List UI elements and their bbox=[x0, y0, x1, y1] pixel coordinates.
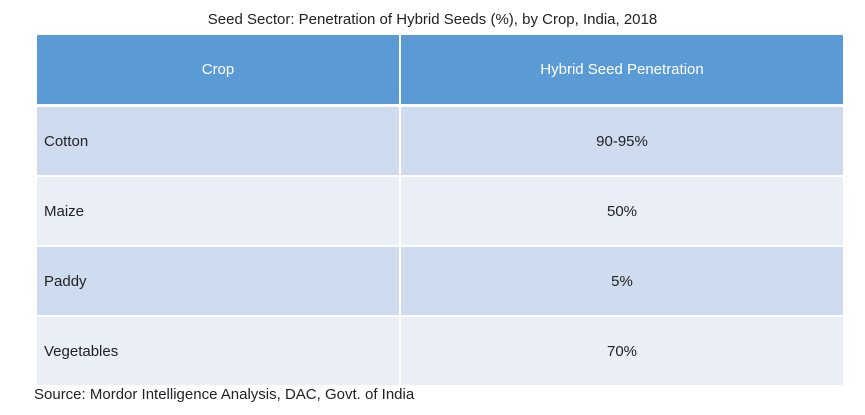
chart-title: Seed Sector: Penetration of Hybrid Seeds… bbox=[207, 11, 658, 28]
penetration-cell: 90-95% bbox=[400, 105, 843, 177]
table-row: Vegetables 70% bbox=[37, 316, 843, 387]
crop-cell: Cotton bbox=[37, 105, 401, 177]
penetration-cell: 70% bbox=[400, 316, 843, 387]
crop-cell: Vegetables bbox=[37, 316, 401, 387]
crop-cell: Maize bbox=[37, 176, 401, 247]
penetration-cell: 50% bbox=[400, 176, 843, 247]
source-note: Source: Mordor Intelligence Analysis, DA… bbox=[34, 386, 415, 403]
table-row: Maize 50% bbox=[37, 176, 843, 247]
column-header-penetration: Hybrid Seed Penetration bbox=[400, 35, 843, 107]
table-header-row: Crop Hybrid Seed Penetration bbox=[37, 35, 843, 107]
column-header-crop: Crop bbox=[37, 35, 401, 107]
table-row: Cotton 90-95% bbox=[37, 105, 843, 177]
table-row: Paddy 5% bbox=[37, 246, 843, 317]
data-table: Crop Hybrid Seed Penetration Cotton 90-9… bbox=[37, 35, 843, 387]
penetration-cell: 5% bbox=[400, 246, 843, 317]
crop-cell: Paddy bbox=[37, 246, 401, 317]
